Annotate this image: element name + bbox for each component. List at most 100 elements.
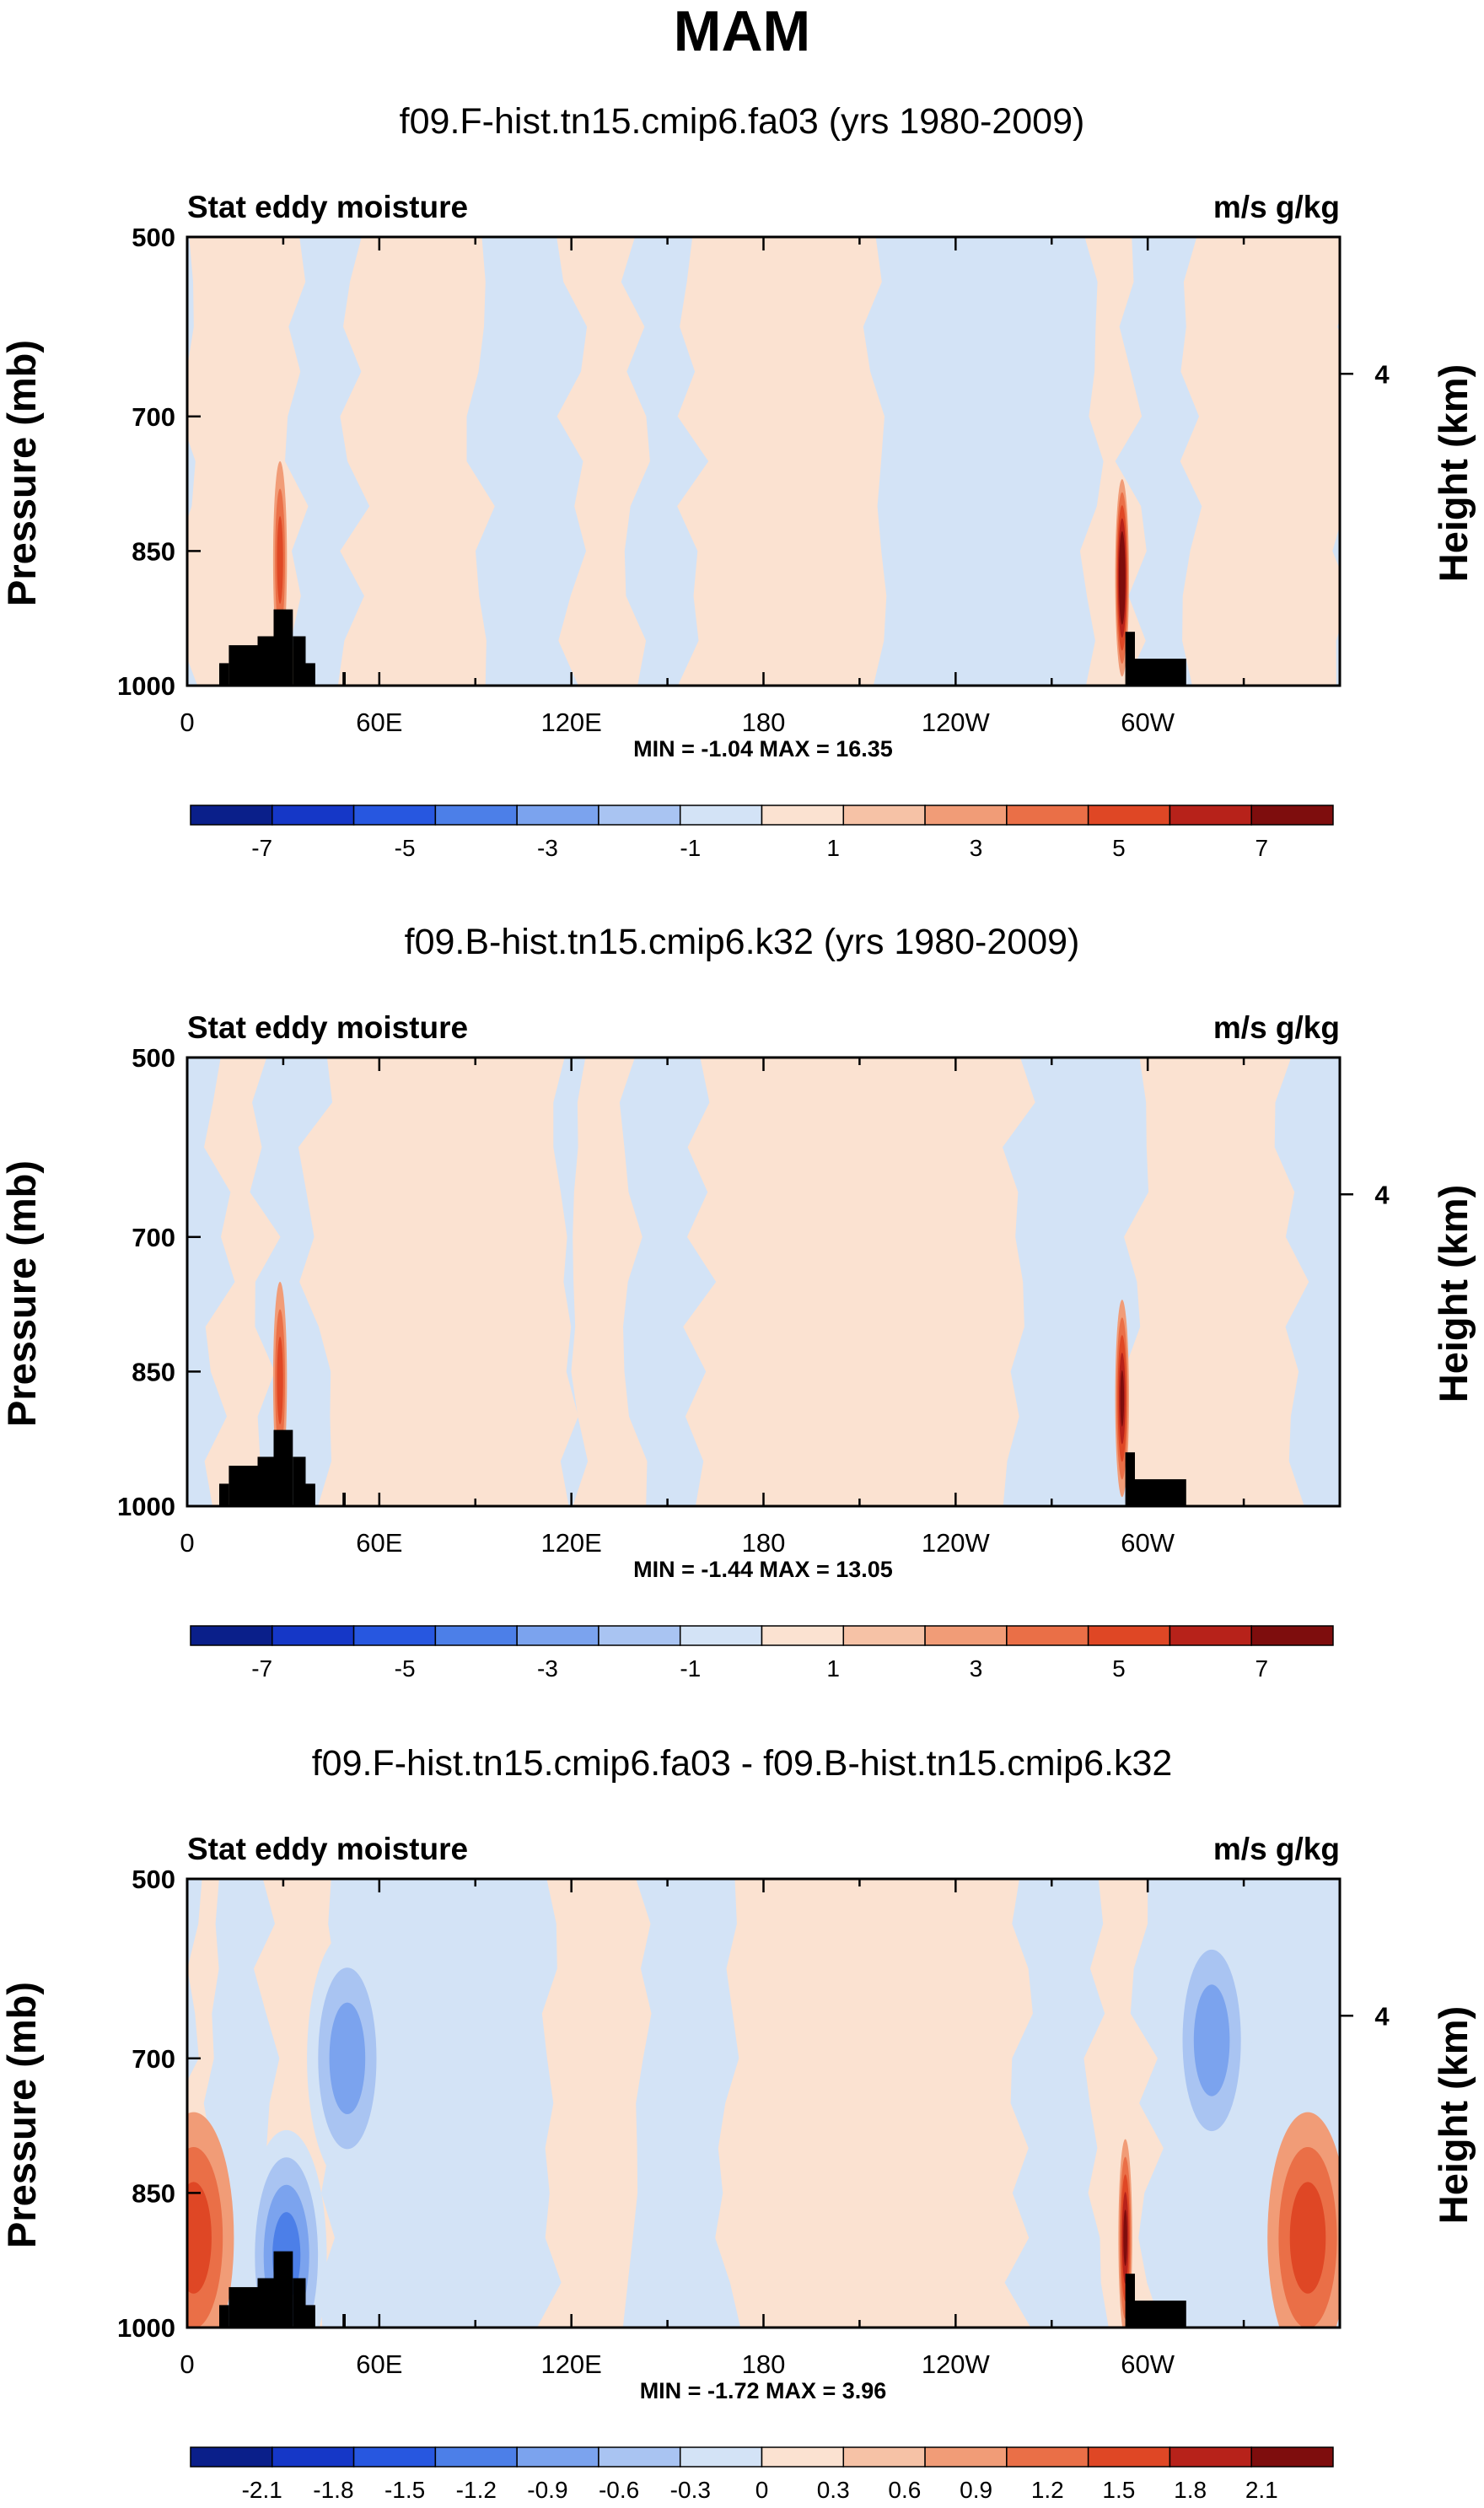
positive-band — [298, 1058, 578, 1506]
terrain-block — [1125, 2274, 1135, 2328]
terrain-block — [293, 2278, 306, 2328]
y-axis-title: Pressure (mb) — [0, 1982, 44, 2248]
topography-mask — [219, 2251, 1186, 2328]
x-tick-label: 60E — [356, 708, 402, 737]
terrain-block — [219, 2305, 229, 2328]
y-axis: 500 700 850 1000 — [117, 1043, 201, 1521]
terrain-block — [229, 1466, 258, 1506]
colorbar-label: -0.9 — [527, 2477, 567, 2503]
terrain-block — [342, 672, 346, 686]
colorbar-label: -7 — [251, 1655, 272, 1682]
colorbar-box — [272, 2446, 355, 2468]
y-tick-label: 1000 — [117, 2313, 175, 2343]
colorbar-box — [924, 2446, 1008, 2468]
colorbar-label: 1 — [826, 835, 840, 861]
positive-band — [204, 1058, 281, 1506]
y-tick-label: 1000 — [117, 1492, 175, 1521]
y-tick-label: 850 — [132, 536, 175, 566]
y-tick-label: 500 — [132, 223, 175, 252]
x-tick-label: 120E — [540, 2349, 601, 2379]
hotspot-core — [277, 516, 283, 604]
colorbar-box — [842, 805, 926, 826]
left-label: Stat eddy moisture — [187, 1010, 468, 1045]
positive-band — [1180, 237, 1340, 686]
terrain-block — [305, 663, 315, 686]
x-tick-label: 120E — [540, 1528, 601, 1558]
colorbar-label: -1.2 — [456, 2477, 497, 2503]
topography-mask — [219, 609, 1186, 686]
right-label: m/s g/kg — [1213, 190, 1340, 224]
y-right-tick-label: 4 — [1374, 2001, 1390, 2031]
colorbar-box — [1006, 1625, 1089, 1646]
colorbar-label: 1.2 — [1031, 2477, 1064, 2503]
terrain-block — [1135, 659, 1186, 686]
positive-band — [536, 1879, 652, 2328]
negative-core — [1193, 1984, 1230, 2096]
panel-1: f09.F-hist.tn15.cmip6.fa03 (yrs 1980-200… — [0, 101, 1476, 861]
colorbar-box — [598, 1625, 681, 1646]
terrain-block — [257, 2278, 274, 2328]
colorbar-box — [1087, 2446, 1171, 2468]
colorbar-label: 5 — [1112, 835, 1126, 861]
right-label: m/s g/kg — [1213, 1010, 1340, 1045]
terrain-block — [342, 2314, 346, 2328]
positive-core — [187, 2182, 212, 2294]
colorbar-label: -3 — [537, 835, 558, 861]
panel-title: f09.F-hist.tn15.cmip6.fa03 (yrs 1980-200… — [400, 101, 1085, 142]
y-axis-right: 4 — [1340, 359, 1390, 389]
y-axis-title: Pressure (mb) — [0, 340, 44, 606]
colorbar-box — [842, 2446, 926, 2468]
positive-band — [556, 237, 650, 686]
colorbar-label: 2.1 — [1245, 2477, 1278, 2503]
y-tick-label: 500 — [132, 1043, 175, 1073]
x-tick-label: 0 — [180, 708, 194, 737]
terrain-block — [273, 2251, 293, 2328]
colorbar-label: 3 — [970, 1655, 983, 1682]
colorbar: -7 -5 -3 -1 1 3 5 7 — [190, 1625, 1334, 1682]
colorbar-box — [1087, 1625, 1171, 1646]
panel-title: f09.B-hist.tn15.cmip6.k32 (yrs 1980-2009… — [405, 922, 1080, 962]
panel-3: f09.F-hist.tn15.cmip6.fa03 - f09.B-hist.… — [0, 1743, 1476, 2503]
x-tick-label: 60W — [1121, 1528, 1175, 1558]
min-max-label: MIN = -1.04 MAX = 16.35 — [633, 736, 893, 762]
colorbar-label: -0.3 — [670, 2477, 711, 2503]
colorbar-box — [434, 805, 518, 826]
colorbar-label: -2.1 — [242, 2477, 282, 2503]
colorbar-box — [272, 805, 355, 826]
colorbar-box — [1250, 1625, 1334, 1646]
min-max-label: MIN = -1.72 MAX = 3.96 — [640, 2378, 887, 2403]
panel-2: f09.B-hist.tn15.cmip6.k32 (yrs 1980-2009… — [0, 922, 1476, 1682]
colorbar-label: -1 — [680, 1655, 701, 1682]
positive-band — [715, 1879, 1033, 2328]
colorbar-label: -5 — [395, 1655, 416, 1682]
colorbar-label: -5 — [395, 835, 416, 861]
min-max-label: MIN = -1.44 MAX = 13.05 — [633, 1557, 893, 1582]
colorbar-label: -1.5 — [384, 2477, 425, 2503]
terrain-block — [257, 636, 274, 686]
positive-band — [1079, 237, 1147, 686]
colorbar-box — [1006, 2446, 1089, 2468]
contour-field — [187, 237, 1340, 686]
x-tick-label: 0 — [180, 2349, 194, 2379]
colorbar-box — [679, 805, 763, 826]
colorbar-box — [1087, 805, 1171, 826]
panels: f09.F-hist.tn15.cmip6.fa03 (yrs 1980-200… — [0, 101, 1476, 2503]
y-axis: 500 700 850 1000 — [117, 1865, 201, 2343]
positive-band — [677, 237, 887, 686]
colorbar-box — [1006, 805, 1089, 826]
y-tick-label: 700 — [132, 1223, 175, 1252]
y-axis-right-title: Height (km) — [1431, 364, 1476, 583]
y-axis-right-title: Height (km) — [1431, 1185, 1476, 1403]
colorbar-box — [190, 2446, 273, 2468]
colorbar-box — [516, 1625, 600, 1646]
positive-band — [1115, 1058, 1309, 1506]
positive-band — [1083, 1879, 1164, 2328]
y-tick-label: 850 — [132, 1357, 175, 1386]
terrain-block — [257, 1456, 274, 1506]
terrain-block — [1135, 2301, 1186, 2328]
x-tick-label: 180 — [742, 1528, 786, 1558]
x-tick-label: 120W — [922, 1528, 991, 1558]
y-tick-label: 700 — [132, 2044, 175, 2074]
terrain-block — [305, 2305, 315, 2328]
